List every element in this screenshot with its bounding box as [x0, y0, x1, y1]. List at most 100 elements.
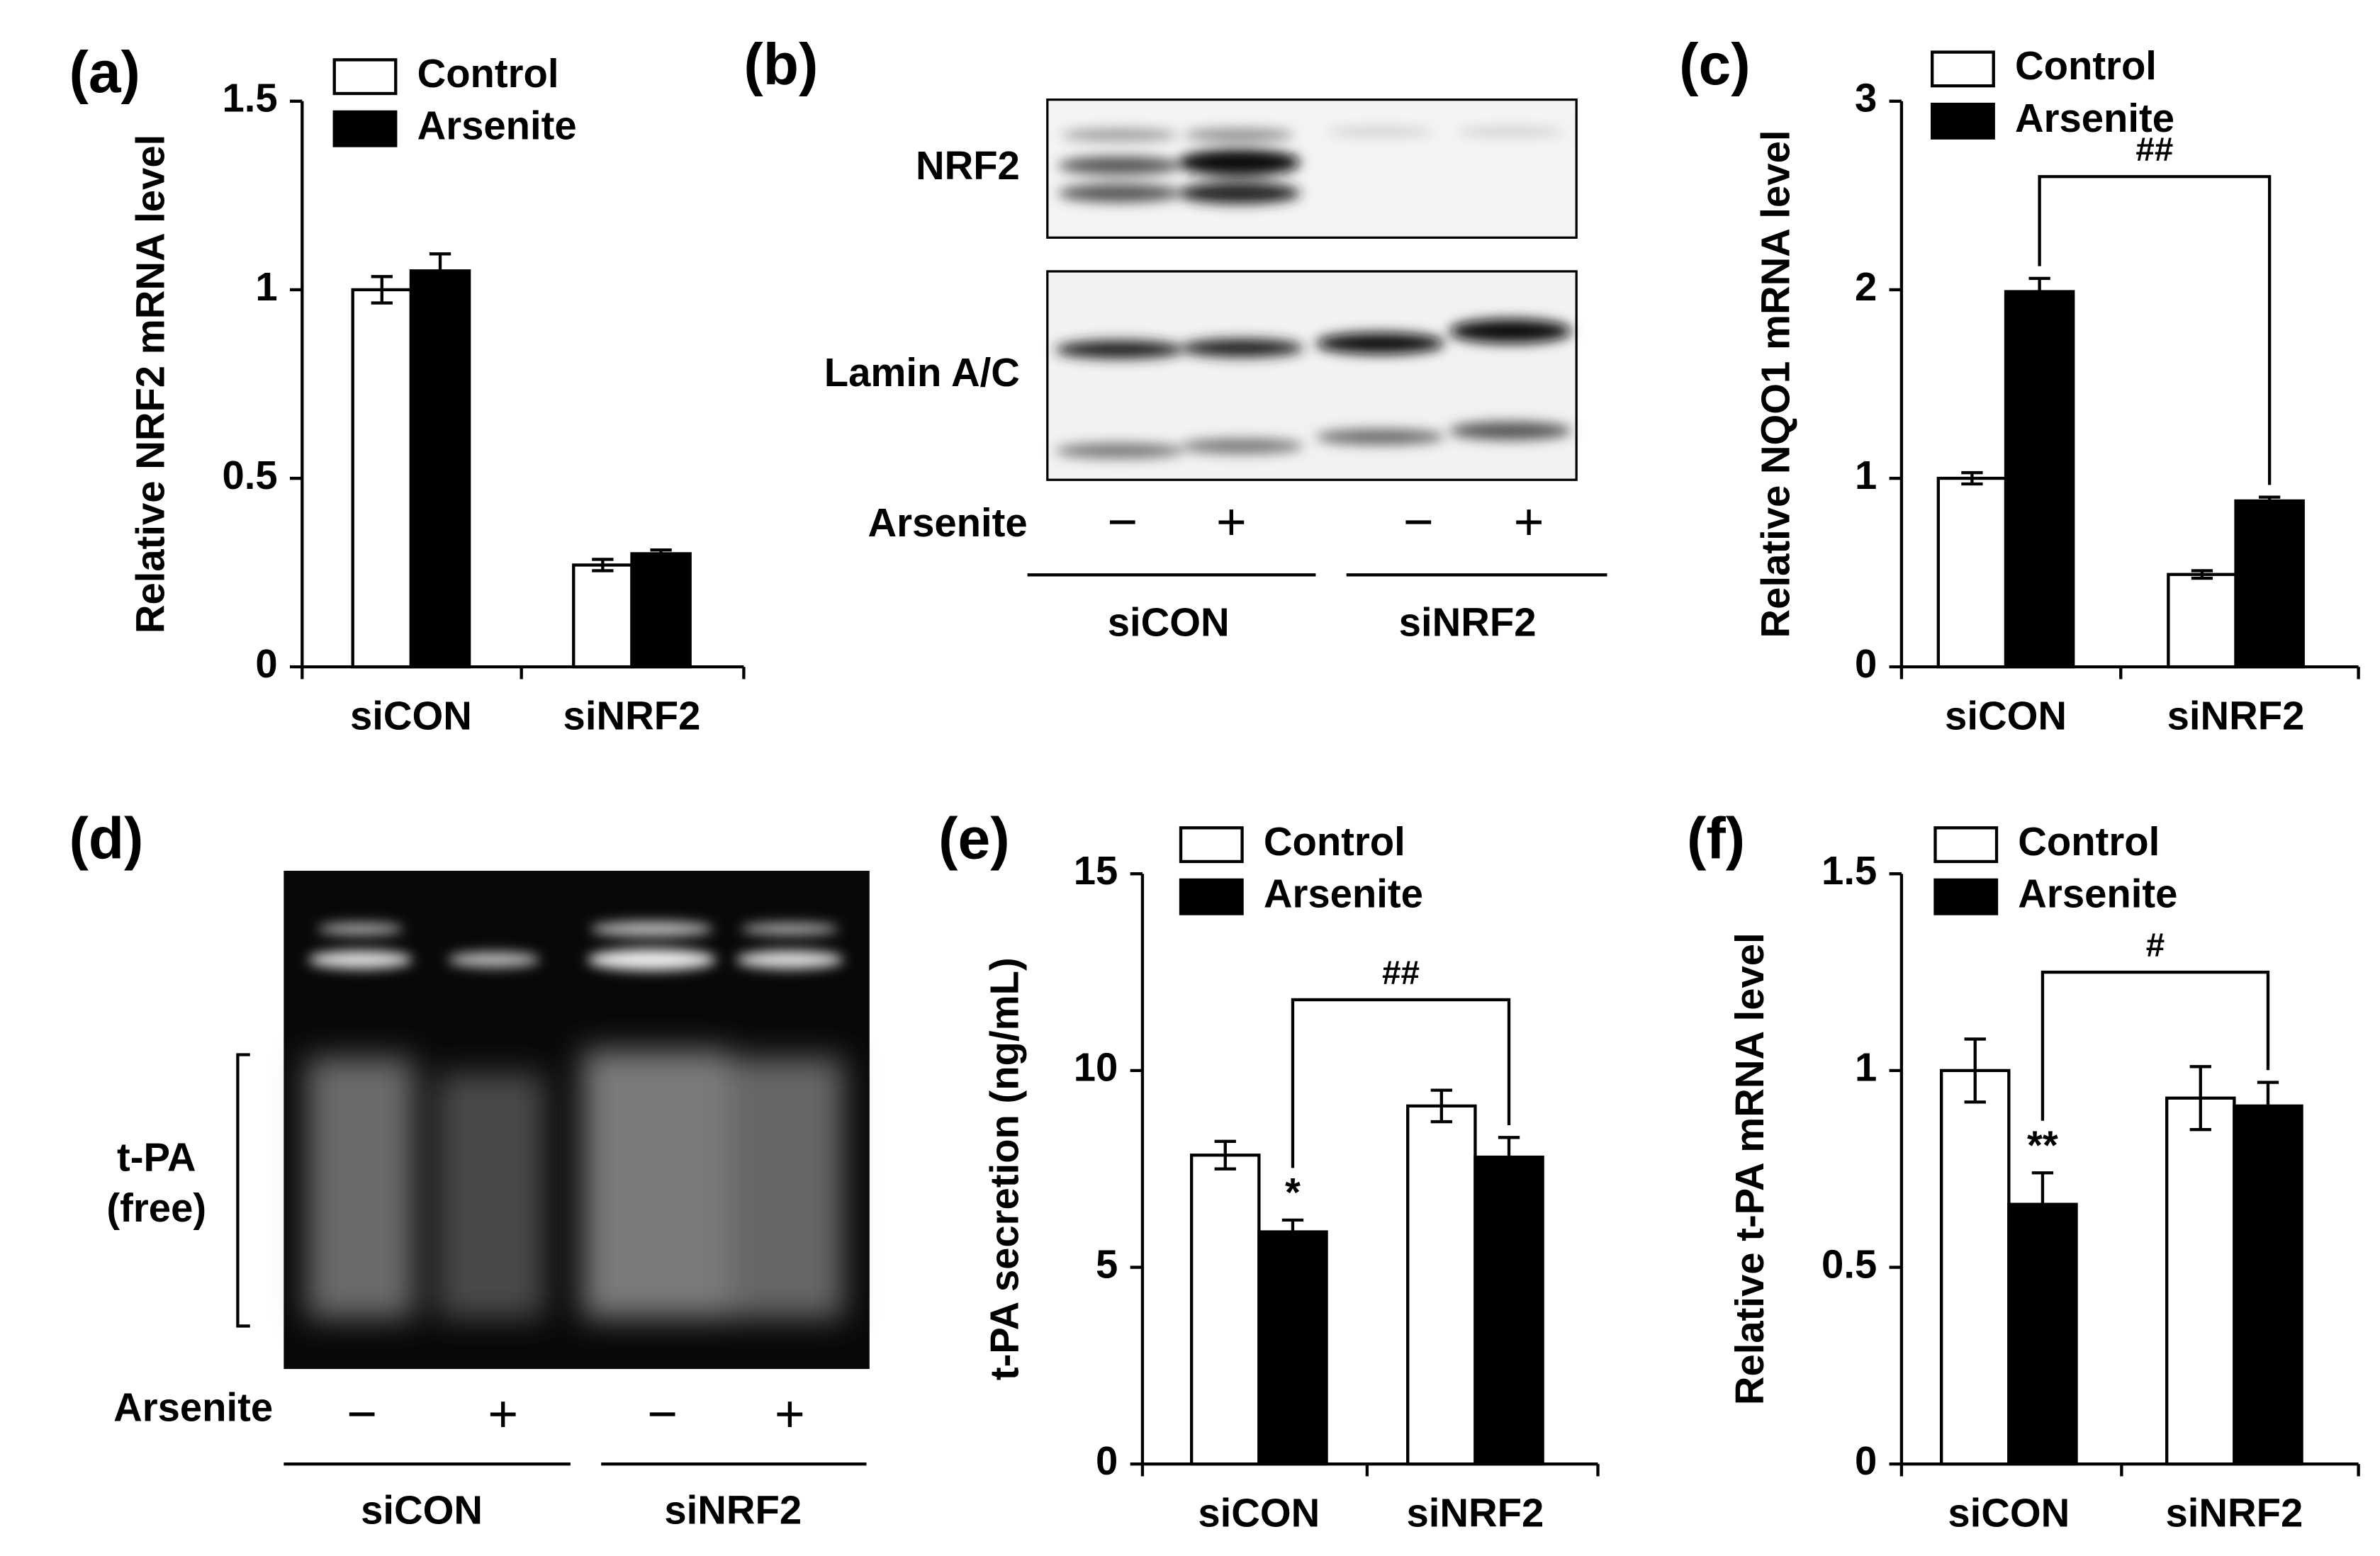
sign: − [647, 1385, 678, 1443]
y-tick-label: 0 [1855, 641, 1877, 686]
legend-swatch [332, 110, 398, 147]
band-label: Lamin A/C [824, 350, 1020, 395]
y-axis-label: Relative NQO1 mRNA level [1753, 130, 1798, 638]
x-tick-label: siCON [350, 694, 472, 738]
error-bar [1961, 470, 1983, 486]
y-tick-label: 1.5 [222, 76, 277, 120]
y-tick-label: 0.5 [222, 453, 277, 497]
panel-label: (f) [1687, 807, 1745, 872]
legend-label: Arsenite [417, 103, 577, 148]
error-bar [2189, 1065, 2211, 1132]
y-axis-label: t-PA secretion (ng/mL) [982, 957, 1026, 1380]
band-label: t-PA [117, 1135, 196, 1180]
blot-box [1046, 270, 1578, 481]
bar [409, 269, 471, 669]
legend-swatch [1933, 878, 1999, 915]
sign: + [1514, 492, 1544, 551]
error-bar [2257, 1081, 2279, 1132]
error-bar [2031, 1171, 2054, 1238]
legend-swatch [1933, 826, 1999, 864]
bracket [236, 1053, 250, 1328]
blot-d: (d) t-PA (free) Arsenite − + − + siCON s… [69, 807, 870, 1532]
x-tick-label: siNRF2 [1407, 1491, 1544, 1535]
legend-swatch [1179, 826, 1244, 864]
bar [351, 288, 413, 669]
error-bar [371, 275, 393, 305]
bracket-label: ## [1382, 954, 1420, 992]
treatment-label: Arsenite [868, 500, 1028, 545]
bracket [1291, 998, 1511, 1168]
legend-label: Arsenite [2018, 872, 2177, 916]
y-tick-label: 5 [1096, 1241, 1118, 1286]
x-tick-label: siCON [1198, 1491, 1320, 1535]
error-bar [1498, 1136, 1520, 1178]
bar [1257, 1230, 1328, 1466]
y-tick-label: 0 [255, 641, 277, 686]
y-tick-label: 3 [1855, 76, 1877, 120]
bar [1939, 1069, 2011, 1466]
error-bar [2028, 276, 2050, 307]
error-bar [650, 548, 672, 559]
legend-swatch [1930, 102, 1995, 140]
bands [1057, 127, 1564, 204]
treatment-label: Arsenite [113, 1385, 273, 1429]
error-bar [2191, 569, 2213, 580]
error-bar [1281, 1218, 1304, 1246]
legend-label: Arsenite [1264, 872, 1423, 916]
y-tick-label: 1 [1855, 1045, 1877, 1090]
y-tick-label: 1 [1855, 453, 1877, 497]
x-tick-label: siCON [1948, 1491, 2070, 1535]
legend-swatch [1930, 50, 1995, 88]
legend-swatch [332, 58, 398, 96]
x-tick-label: siNRF2 [2165, 1491, 2303, 1535]
y-tick-label: 0.5 [1822, 1241, 1877, 1286]
bar [1190, 1154, 1261, 1466]
bar [572, 563, 634, 669]
bar [2165, 1096, 2236, 1466]
y-tick-label: 0 [1096, 1438, 1118, 1483]
sign: + [488, 1385, 518, 1443]
group-label: siCON [1108, 600, 1230, 645]
bands [308, 921, 844, 971]
panel-label: (e) [938, 807, 1009, 872]
legend-label: Control [1264, 819, 1405, 864]
significance-label: ** [2027, 1123, 2058, 1168]
bracket [2038, 175, 2272, 485]
error-bar [1214, 1139, 1236, 1171]
sign: − [347, 1385, 377, 1443]
legend-swatch [1179, 878, 1244, 915]
panel-label: (c) [1679, 33, 1750, 97]
y-tick-label: 0 [1855, 1438, 1877, 1483]
significance-label: * [1285, 1170, 1301, 1214]
error-bar [429, 252, 451, 290]
bands [1055, 319, 1572, 458]
y-tick-label: 15 [1074, 848, 1118, 893]
bar [1936, 476, 2008, 669]
group-label: siNRF2 [1399, 600, 1537, 645]
legend-label: Control [2015, 43, 2157, 88]
blot-b: (b) NRF2 Lamin A/C Arsenite − + − + siCO… [743, 33, 1607, 645]
error-bar [592, 558, 614, 573]
sign: − [1107, 492, 1138, 551]
error-bar [1430, 1088, 1452, 1124]
bar [1406, 1104, 1477, 1466]
error-bar [1964, 1037, 1986, 1104]
legend-label: Control [2018, 819, 2160, 864]
sign: − [1403, 492, 1434, 551]
group-label: siCON [361, 1487, 483, 1532]
panel-label: (d) [69, 807, 143, 872]
y-tick-label: 1 [255, 264, 277, 309]
group-label: siNRF2 [664, 1487, 802, 1532]
bar [2007, 1202, 2078, 1466]
x-tick-label: siCON [1945, 694, 2067, 738]
y-tick-label: 1.5 [1822, 848, 1877, 893]
legend-label: Arsenite [2015, 96, 2174, 140]
bar [2233, 1104, 2303, 1466]
legend-label: Control [417, 51, 559, 96]
y-axis-label: Relative NRF2 mRNA level [128, 135, 172, 633]
bracket-label: ## [2135, 131, 2173, 169]
bracket-label: # [2146, 927, 2165, 964]
sign: + [1216, 492, 1247, 551]
band-label: (free) [106, 1185, 206, 1230]
